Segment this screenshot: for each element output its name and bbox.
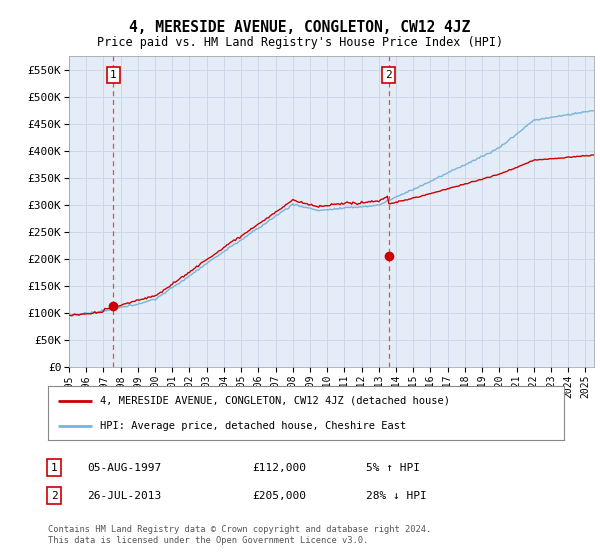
Text: 1: 1	[50, 463, 58, 473]
Text: 2: 2	[50, 491, 58, 501]
Text: 4, MERESIDE AVENUE, CONGLETON, CW12 4JZ: 4, MERESIDE AVENUE, CONGLETON, CW12 4JZ	[130, 20, 470, 35]
Text: 26-JUL-2013: 26-JUL-2013	[87, 491, 161, 501]
Text: 28% ↓ HPI: 28% ↓ HPI	[366, 491, 427, 501]
Text: Contains HM Land Registry data © Crown copyright and database right 2024.
This d: Contains HM Land Registry data © Crown c…	[48, 525, 431, 545]
Text: £112,000: £112,000	[252, 463, 306, 473]
Text: 1: 1	[110, 70, 117, 80]
Text: 5% ↑ HPI: 5% ↑ HPI	[366, 463, 420, 473]
Text: HPI: Average price, detached house, Cheshire East: HPI: Average price, detached house, Ches…	[100, 421, 406, 431]
Text: 2: 2	[385, 70, 392, 80]
Text: 4, MERESIDE AVENUE, CONGLETON, CW12 4JZ (detached house): 4, MERESIDE AVENUE, CONGLETON, CW12 4JZ …	[100, 396, 449, 406]
Text: £205,000: £205,000	[252, 491, 306, 501]
Text: 05-AUG-1997: 05-AUG-1997	[87, 463, 161, 473]
Text: Price paid vs. HM Land Registry's House Price Index (HPI): Price paid vs. HM Land Registry's House …	[97, 36, 503, 49]
